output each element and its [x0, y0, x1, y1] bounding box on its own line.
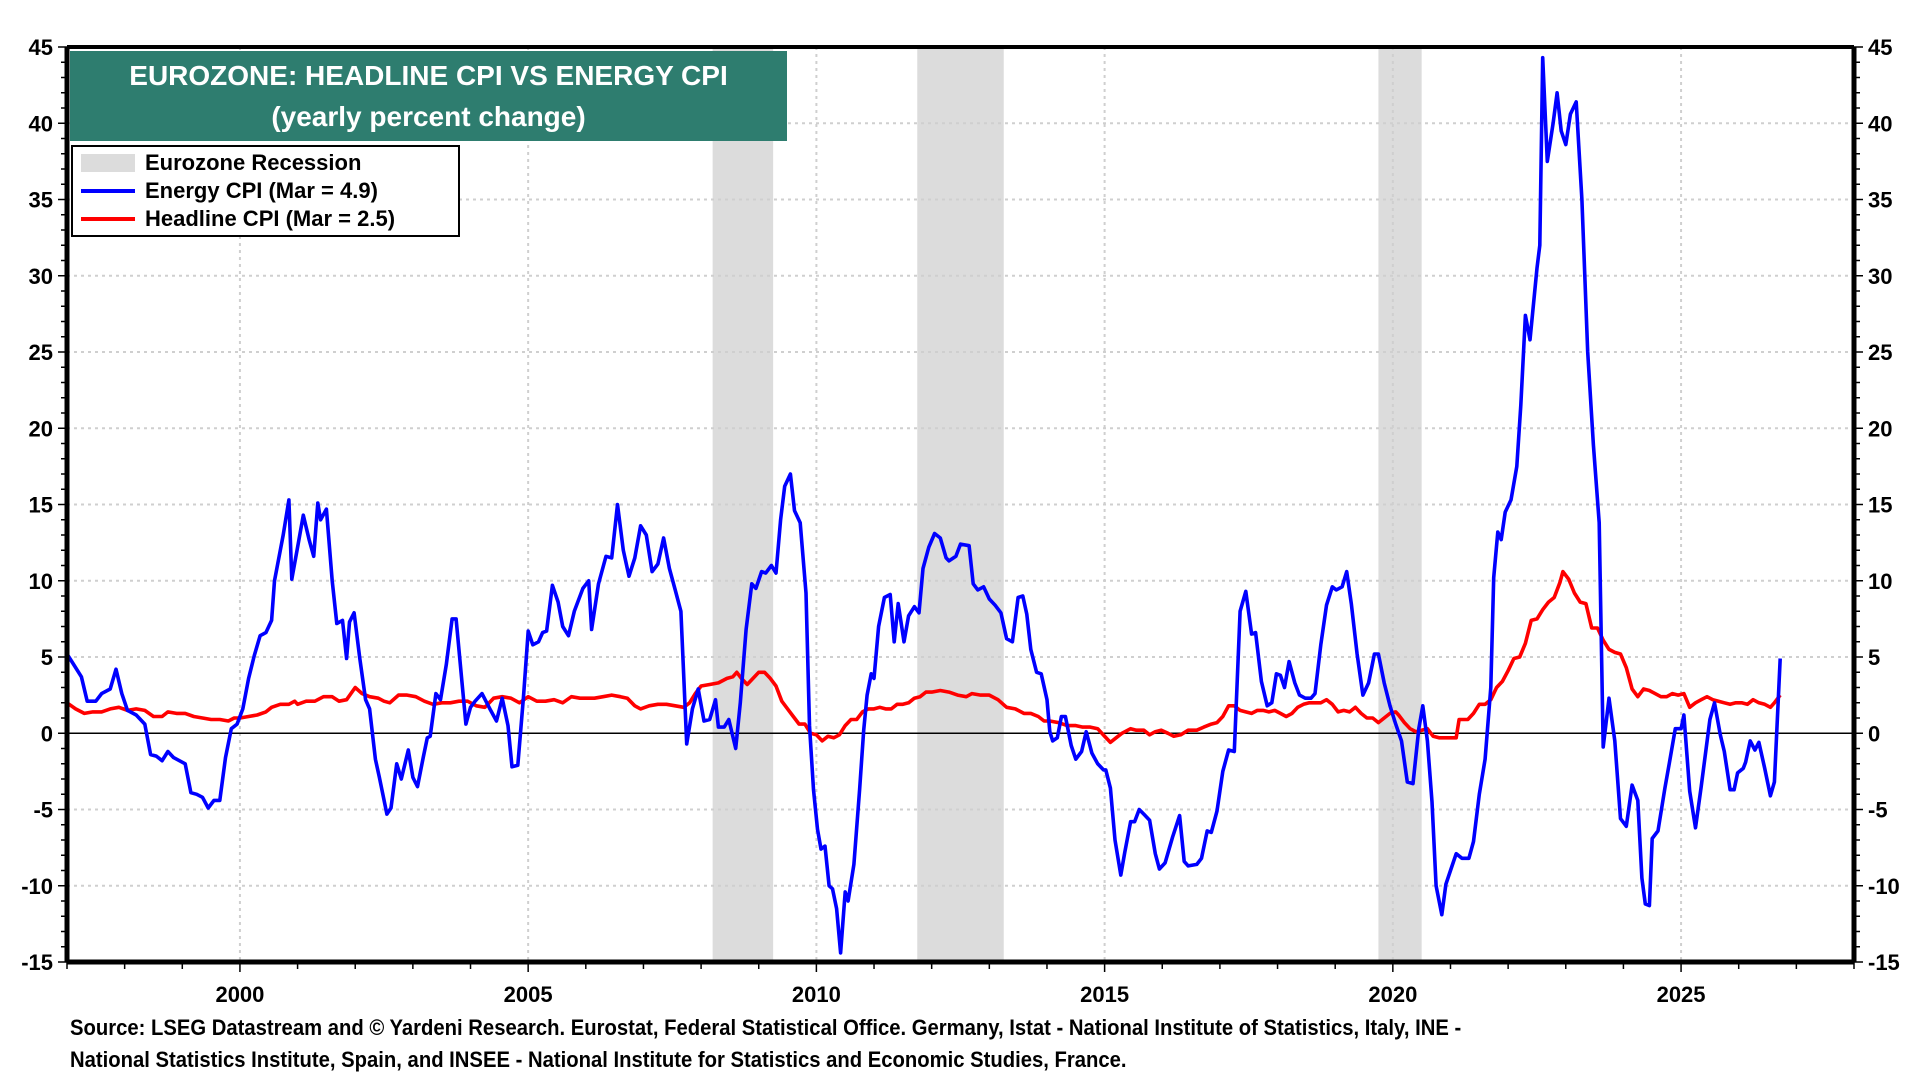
legend-label-energy: Energy CPI (Mar = 4.9) — [145, 178, 378, 203]
y-tick-label-left: 0 — [41, 721, 53, 746]
y-tick-label-left: 10 — [29, 569, 53, 594]
x-tick-label: 2025 — [1657, 982, 1706, 1007]
chart-title: EUROZONE: HEADLINE CPI VS ENERGY CPI — [129, 60, 728, 91]
recession-band — [712, 47, 774, 962]
x-tick-label: 2020 — [1368, 982, 1417, 1007]
source-line-1: Source: LSEG Datastream and © Yardeni Re… — [70, 1015, 1462, 1040]
y-tick-label-right: 40 — [1868, 111, 1892, 136]
x-tick-label: 2000 — [215, 982, 264, 1007]
y-tick-label-right: 20 — [1868, 416, 1892, 441]
y-tick-label-left: 30 — [29, 264, 53, 289]
y-tick-label-right: -15 — [1868, 950, 1900, 975]
y-tick-label-right: 25 — [1868, 340, 1892, 365]
legend-item-headline: Headline CPI (Mar = 2.5) — [73, 205, 458, 233]
chart-subtitle: (yearly percent change) — [271, 101, 586, 132]
y-tick-label-left: 40 — [29, 111, 53, 136]
x-axis-labels: 2000 2005 2010 2015 2020 2025 — [215, 982, 1705, 1007]
y-tick-label-right: -10 — [1868, 874, 1900, 899]
legend-item-recession: Eurozone Recession — [73, 149, 458, 177]
energy-line-swatch-icon — [81, 189, 135, 193]
y-tick-label-right: 35 — [1868, 188, 1892, 213]
recession-band — [917, 47, 1004, 962]
chart-title-box: EUROZONE: HEADLINE CPI VS ENERGY CPI (ye… — [70, 51, 787, 141]
headline-cpi-line — [65, 569, 1782, 745]
y-tick-label-right: 45 — [1868, 35, 1892, 60]
headline-line-swatch-icon — [81, 217, 135, 221]
source-note: Source: LSEG Datastream and © Yardeni Re… — [70, 1012, 1690, 1076]
y-tick-label-right: 0 — [1868, 721, 1880, 746]
y-tick-label-right: 5 — [1868, 645, 1880, 670]
axes — [58, 45, 1863, 972]
y-tick-label-right: -5 — [1868, 798, 1888, 823]
y-tick-label-left: 5 — [41, 645, 53, 670]
y-tick-label-left: 15 — [29, 493, 53, 518]
y-tick-label-right: 15 — [1868, 493, 1892, 518]
y-tick-label-left: -15 — [21, 950, 53, 975]
x-tick-label: 2015 — [1080, 982, 1129, 1007]
series-lines — [65, 55, 1782, 955]
legend: Eurozone Recession Energy CPI (Mar = 4.9… — [71, 145, 460, 237]
energy-cpi-line — [65, 55, 1782, 955]
recession-swatch-icon — [81, 154, 135, 172]
y-tick-label-right: 30 — [1868, 264, 1892, 289]
y-tick-label-left: 20 — [29, 416, 53, 441]
y-tick-label-right: 10 — [1868, 569, 1892, 594]
source-line-2: National Statistics Institute, Spain, an… — [70, 1047, 1127, 1072]
y-tick-label-left: -10 — [21, 874, 53, 899]
x-tick-label: 2010 — [792, 982, 841, 1007]
legend-item-energy: Energy CPI (Mar = 4.9) — [73, 177, 458, 205]
y-tick-label-left: -5 — [33, 798, 53, 823]
legend-label-headline: Headline CPI (Mar = 2.5) — [145, 206, 396, 231]
gridlines — [67, 47, 1854, 962]
y-tick-label-left: 25 — [29, 340, 53, 365]
x-tick-label: 2005 — [504, 982, 553, 1007]
legend-label-recession: Eurozone Recession — [145, 150, 362, 175]
y-tick-label-left: 35 — [29, 188, 53, 213]
y-axis-right-labels: -15 -10 -5 0 5 10 15 20 25 30 35 40 45 — [1868, 35, 1900, 975]
y-axis-left-labels: -15 -10 -5 0 5 10 15 20 25 30 35 40 45 — [21, 35, 53, 975]
y-tick-label-left: 45 — [29, 35, 53, 60]
